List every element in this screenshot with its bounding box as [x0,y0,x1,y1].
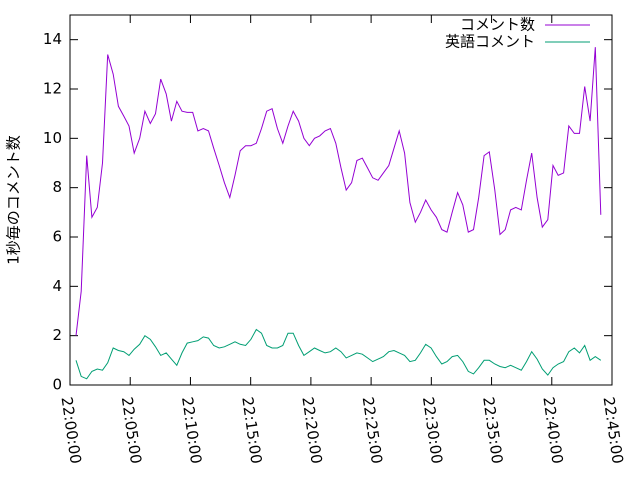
y-tick-label: 10 [43,129,62,147]
x-tick-label: 22:30:00 [419,396,446,465]
y-tick-label: 4 [52,277,62,295]
x-tick-label: 22:25:00 [359,396,386,465]
y-tick-label: 8 [52,178,62,196]
x-tick-label: 22:45:00 [600,396,627,465]
x-tick-label: 22:10:00 [178,396,205,465]
x-tick-label: 22:00:00 [58,396,85,465]
x-tick-label: 22:35:00 [479,396,506,465]
x-tick-label: 22:05:00 [118,396,145,465]
y-tick-label: 0 [52,376,62,394]
legend-label: 英語コメント [445,33,535,51]
y-tick-label: 12 [43,80,62,98]
y-tick-label: 14 [43,30,62,48]
legend-label: コメント数 [460,16,535,34]
series-line [75,47,602,336]
y-tick-label: 6 [52,228,62,246]
y-tick-label: 2 [52,326,62,344]
plot-frame [69,14,613,386]
series-line [75,328,602,380]
x-tick-label: 22:40:00 [539,396,566,465]
y-axis-label: 1秒毎のコメント数 [5,135,23,265]
x-tick-label: 22:20:00 [298,396,325,465]
x-tick-label: 22:15:00 [238,396,265,465]
